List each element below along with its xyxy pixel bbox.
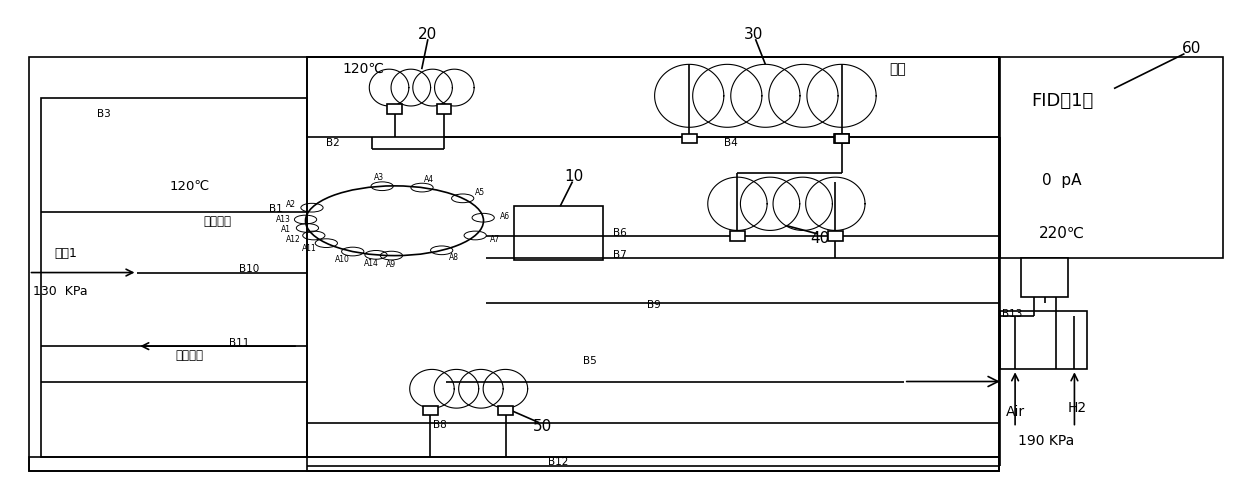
Text: 120℃: 120℃ [343, 62, 384, 76]
Bar [387, 104, 401, 114]
Text: A11: A11 [302, 244, 317, 253]
Text: H2: H2 [1067, 401, 1087, 415]
Text: Air: Air [1006, 405, 1025, 419]
Text: A5: A5 [475, 188, 484, 197]
Text: 载气1: 载气1 [55, 247, 77, 260]
Bar [422, 406, 437, 415]
Text: 20: 20 [419, 27, 437, 42]
Text: 样品出口: 样品出口 [175, 349, 203, 362]
Text: B7: B7 [612, 250, 627, 260]
Text: B12: B12 [548, 457, 567, 468]
Text: 40: 40 [810, 231, 829, 246]
Text: A2: A2 [286, 200, 296, 209]
Bar [28, 456, 999, 471]
Bar [307, 57, 999, 471]
Text: B11: B11 [228, 338, 249, 348]
Bar [307, 57, 999, 137]
Bar [828, 231, 843, 241]
Bar [41, 98, 307, 456]
Text: B10: B10 [239, 264, 259, 274]
Text: 样品入口: 样品入口 [203, 215, 232, 228]
Text: A6: A6 [501, 212, 510, 222]
Bar [681, 133, 696, 143]
Bar [436, 104, 451, 114]
Bar [834, 133, 849, 143]
Bar [835, 133, 850, 143]
Text: B1: B1 [269, 204, 282, 214]
Bar [28, 57, 999, 471]
Text: B5: B5 [584, 356, 597, 366]
Text: A14: A14 [364, 259, 379, 268]
Bar [1000, 311, 1087, 370]
Text: A10: A10 [335, 255, 349, 264]
Text: 0  pA: 0 pA [1042, 173, 1082, 188]
Text: A1: A1 [281, 225, 291, 234]
Text: A8: A8 [449, 253, 458, 262]
Text: 120℃: 120℃ [170, 180, 209, 193]
Text: B9: B9 [647, 300, 660, 311]
Text: FID（1）: FID（1） [1031, 92, 1093, 110]
Bar [730, 231, 745, 241]
Text: A13: A13 [276, 215, 291, 224]
Text: B8: B8 [434, 420, 447, 430]
Text: 60: 60 [1182, 41, 1202, 56]
Bar [1021, 258, 1068, 297]
Text: B13: B13 [1002, 309, 1023, 318]
Text: 220℃: 220℃ [1040, 226, 1085, 242]
Text: 阀箱: 阀箱 [890, 62, 906, 76]
Text: B3: B3 [97, 109, 110, 119]
Text: B6: B6 [612, 228, 627, 238]
Text: A12: A12 [286, 235, 301, 244]
Text: B4: B4 [724, 138, 737, 148]
Text: B2: B2 [326, 138, 339, 148]
Bar [1000, 57, 1223, 258]
Bar [498, 406, 513, 415]
Text: 130  KPa: 130 KPa [33, 285, 88, 299]
Text: 190 KPa: 190 KPa [1018, 434, 1074, 448]
Text: 30: 30 [743, 27, 763, 42]
Text: A3: A3 [374, 173, 384, 182]
Text: A4: A4 [424, 175, 434, 184]
Text: 50: 50 [533, 419, 553, 434]
Text: 10: 10 [564, 169, 584, 184]
Text: A9: A9 [385, 260, 395, 269]
Text: A7: A7 [491, 235, 501, 244]
Bar [514, 206, 603, 261]
